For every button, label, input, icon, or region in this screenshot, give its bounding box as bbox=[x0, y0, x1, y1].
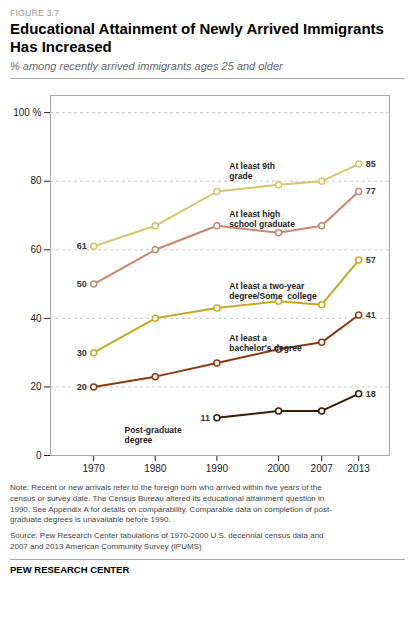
svg-text:40: 40 bbox=[30, 313, 42, 324]
svg-text:2000: 2000 bbox=[267, 463, 290, 474]
html-text:Educational Attainment of Newl: Educational Attainment of Newly Arrived … bbox=[10, 20, 384, 55]
svg-text:80: 80 bbox=[30, 175, 42, 186]
svg-text:1990: 1990 bbox=[206, 463, 229, 474]
svg-text:77: 77 bbox=[366, 186, 376, 196]
html-text:graduate degrees is unavailabl: graduate degrees is unavailable before 1… bbox=[10, 515, 171, 525]
svg-text:Post-graduatedegree: Post-graduatedegree bbox=[124, 425, 181, 445]
svg-text:85: 85 bbox=[366, 159, 376, 169]
html-text:census or survey date. The Cen: census or survey date. The Census Bureau… bbox=[10, 493, 325, 503]
html-text:2007 and 2013 American Communi: 2007 and 2013 American Community Survey … bbox=[10, 542, 202, 551]
svg-text:61: 61 bbox=[77, 241, 87, 251]
html-text:FIGURE 3.7: FIGURE 3.7 bbox=[10, 8, 59, 18]
svg-text:18: 18 bbox=[366, 389, 376, 399]
html-text:PEW RESEARCH CENTER: PEW RESEARCH CENTER bbox=[10, 563, 130, 575]
svg-text:2007: 2007 bbox=[311, 463, 334, 474]
html-text:1990. See Appendix A for detai: 1990. See Appendix A for details on comp… bbox=[10, 504, 332, 514]
svg-text:60: 60 bbox=[30, 244, 42, 255]
html-text:% among recently arrived immig: % among recently arrived immigrants ages… bbox=[10, 60, 283, 72]
svg-text:41: 41 bbox=[366, 310, 376, 320]
svg-text:20: 20 bbox=[77, 382, 87, 392]
svg-text:1980: 1980 bbox=[144, 463, 167, 474]
svg-text:57: 57 bbox=[366, 255, 376, 265]
svg-text:At least 9thgrade: At least 9thgrade bbox=[229, 161, 275, 181]
svg-text:0: 0 bbox=[36, 450, 42, 461]
svg-text:20: 20 bbox=[30, 381, 42, 392]
svg-text:At least abachelor's degree: At least abachelor's degree bbox=[229, 333, 302, 353]
svg-text:At least a two-yeardegree/Some: At least a two-yeardegree/Some college bbox=[229, 281, 317, 301]
svg-text:11: 11 bbox=[200, 413, 210, 423]
html-text:Note: Recent or new arrivals r: Note: Recent or new arrivals refer to th… bbox=[10, 483, 322, 492]
svg-text:2013: 2013 bbox=[348, 463, 371, 474]
svg-text:1970: 1970 bbox=[83, 463, 106, 474]
svg-text:At least highschool graduate: At least highschool graduate bbox=[229, 209, 295, 229]
svg-text:30: 30 bbox=[77, 348, 87, 358]
svg-text:100 %: 100 % bbox=[13, 107, 41, 118]
html-text:Source: Pew Research Center ta: Source: Pew Research Center tabulations … bbox=[10, 531, 324, 541]
svg-text:50: 50 bbox=[77, 279, 87, 289]
